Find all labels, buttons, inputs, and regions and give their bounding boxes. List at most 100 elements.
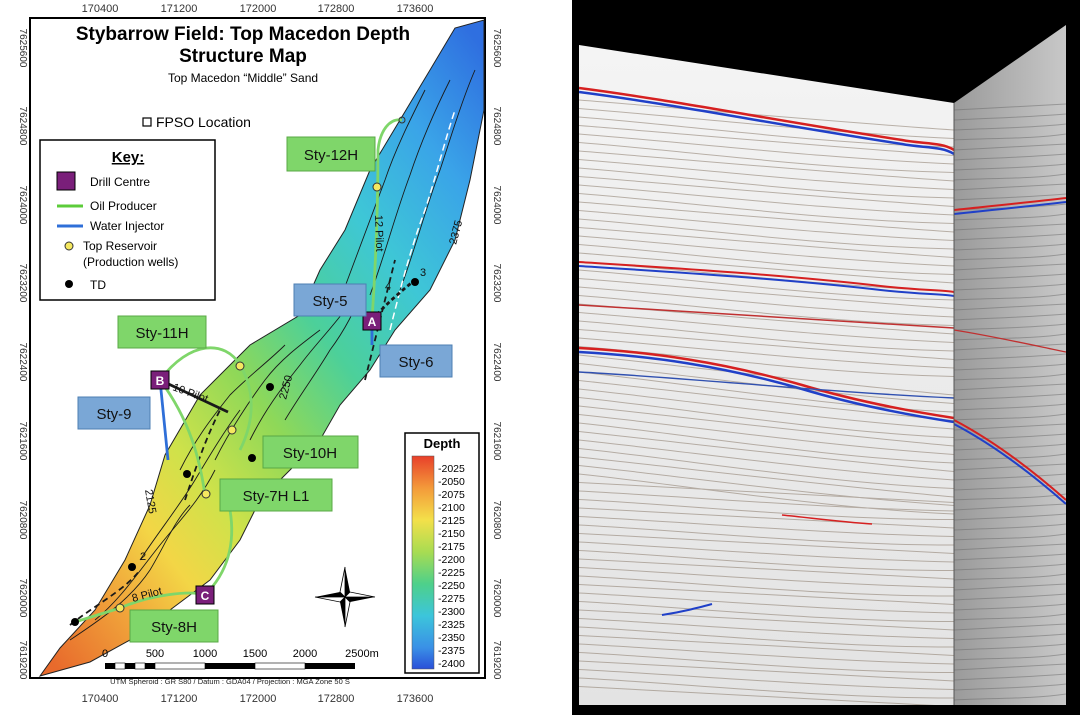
reflector-blue (661, 603, 713, 616)
seismic-trace (954, 653, 1066, 661)
seismic-trace (954, 103, 1066, 111)
seismic-trace (579, 499, 954, 520)
seismic-trace (954, 563, 1066, 571)
y-tick-label: 7622400 (491, 343, 502, 382)
seismic-trace (954, 403, 1066, 411)
y-tick-label: 7624000 (491, 186, 502, 225)
seismic-trace (579, 482, 954, 503)
seismic-trace (579, 431, 954, 472)
seismic-trace (579, 558, 954, 580)
seismic-reflectors-front (579, 86, 954, 705)
seismic-cube-panel (572, 0, 1080, 715)
legend-value: -2300 (438, 606, 465, 618)
seismic-trace (954, 683, 1066, 691)
seismic-trace (579, 380, 954, 421)
reflector-blue (579, 90, 954, 156)
seismic-trace (579, 388, 954, 430)
seismic-trace (954, 333, 1066, 341)
x-tick-label: 173600 (397, 693, 434, 705)
seismic-trace (954, 273, 1066, 281)
drill-centre-icon (56, 171, 76, 191)
seismic-trace (954, 223, 1066, 231)
seismic-trace (954, 673, 1066, 681)
seismic-trace (579, 439, 954, 481)
x-tick-label: 172000 (240, 693, 277, 705)
contour-line (94, 469, 216, 621)
seismic-trace (579, 184, 954, 216)
reflector-red (954, 197, 1066, 211)
well-label-box (77, 396, 151, 430)
seismic-trace (579, 125, 954, 156)
key-label: (Production wells) (83, 255, 178, 269)
reflector-red (954, 419, 1066, 501)
y-tick-label: 7622400 (17, 343, 28, 382)
well-label-sty-12h: Sty-12H (304, 147, 358, 164)
seismic-trace (954, 453, 1066, 461)
seismic-trace (954, 393, 1066, 401)
legend-value: -2275 (438, 593, 465, 605)
td-dot (128, 563, 136, 571)
y-tick-label: 7624000 (17, 186, 28, 225)
seismic-trace (579, 414, 954, 455)
well-path-pilot-10 (159, 378, 229, 414)
well-label-box (219, 478, 333, 512)
seismic-trace (579, 575, 954, 597)
seismic-trace (579, 176, 954, 207)
map-subtitle: Top Macedon “Middle” Sand (168, 71, 318, 85)
seismic-trace (579, 541, 954, 563)
reflector-red (579, 261, 954, 293)
contour-line (369, 79, 451, 296)
drill-centre-label: C (201, 589, 210, 603)
contour-line (69, 504, 191, 641)
legend-value: -2075 (438, 489, 465, 501)
x-tick-label: 171200 (161, 3, 198, 15)
seismic-trace (954, 323, 1066, 331)
seismic-trace (954, 233, 1066, 241)
x-tick-label: 171200 (161, 693, 198, 705)
legend-value: -2350 (438, 632, 465, 644)
seismic-trace (954, 163, 1066, 171)
contour-value-label: 2125 (142, 488, 158, 514)
well-number-label: 4 (385, 281, 391, 293)
seismic-trace (954, 363, 1066, 371)
seismic-trace (579, 269, 954, 301)
seismic-trace (954, 603, 1066, 611)
reflector-blue (954, 423, 1066, 505)
seismic-trace (954, 283, 1066, 291)
seismic-trace (579, 677, 954, 699)
top-reservoir-dot (235, 361, 245, 371)
seismic-trace (579, 405, 954, 447)
seismic-trace (579, 252, 954, 284)
y-tick-label: 7623200 (17, 264, 28, 303)
map-title: Stybarrow Field: Top Macedon Depth (76, 24, 410, 45)
y-tick-label: 7625600 (17, 29, 28, 68)
top-reservoir-dot (227, 425, 237, 435)
drill-centre-c (195, 585, 215, 605)
structure-map-panel: 170400 171200 172000 172800 173600 17040… (0, 0, 515, 715)
x-tick-label: 172800 (318, 3, 355, 15)
key-label: Drill Centre (90, 175, 150, 189)
well-label-sty-8h: Sty-8H (151, 619, 197, 636)
top-reservoir-dot (115, 603, 125, 613)
seismic-trace (954, 183, 1066, 191)
seismic-trace (954, 573, 1066, 581)
seismic-trace (579, 660, 954, 682)
depth-legend-labels: -2025 -2050 -2075 -2100 -2125 -2150 -217… (438, 463, 465, 670)
y-tick-label: 7625600 (491, 29, 502, 68)
well-label-box (286, 136, 376, 172)
seismic-trace (954, 143, 1066, 151)
seismic-trace (954, 543, 1066, 551)
seismic-trace (579, 618, 954, 639)
well-label-box (129, 609, 219, 643)
scale-label: 2500m (345, 648, 379, 660)
well-path-sty-7h (158, 379, 207, 496)
legend-value: -2125 (438, 515, 465, 527)
seismic-trace (579, 516, 954, 537)
reflector-red (579, 346, 954, 420)
seismic-trace (954, 503, 1066, 511)
seismic-trace (579, 507, 954, 529)
seismic-trace (954, 423, 1066, 431)
key-label: TD (90, 278, 106, 292)
seismic-trace (579, 550, 954, 571)
legend-value: -2325 (438, 619, 465, 631)
